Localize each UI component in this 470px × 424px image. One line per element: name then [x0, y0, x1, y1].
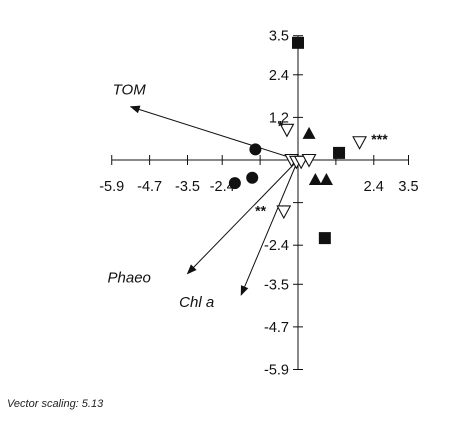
significance-annotation: ***: [371, 131, 388, 147]
open-triangle-point: [279, 123, 295, 138]
x-tick-label: -3.5: [175, 179, 200, 195]
triangle-point: [308, 173, 322, 186]
vector-label: Phaeo: [108, 270, 151, 287]
x-tick-label: -4.7: [137, 179, 162, 195]
vector-label: Chl a: [179, 294, 214, 311]
circle-point: [228, 177, 241, 190]
circle-point: [246, 171, 259, 184]
vector-arrow: [129, 105, 299, 161]
vector-arrow: [186, 159, 299, 275]
square-point: [318, 232, 331, 245]
triangle-point: [319, 173, 333, 186]
open-triangle-point: [301, 153, 317, 168]
significance-annotation: **: [255, 202, 266, 218]
y-tick-label: 3.5: [269, 29, 289, 45]
vector-label: TOM: [113, 82, 147, 99]
square-point: [333, 146, 346, 159]
vectors: [129, 105, 299, 296]
y-tick-label: 2.4: [269, 68, 289, 84]
y-tick-label: 1.2: [269, 110, 289, 126]
vector-scaling-note: Vector scaling: 5.13: [7, 398, 104, 410]
axes: -5.9 -4.7 -3.5 -2.4 2.4 3.53.52.41.2-2.4-3.5-…: [99, 29, 418, 379]
y-tick-label: -5.9: [264, 362, 289, 378]
y-tick-label: -3.5: [264, 277, 289, 293]
open-triangle-point: [276, 205, 292, 220]
x-tick-label: -5.9: [99, 179, 124, 195]
square-point: [292, 36, 304, 49]
y-tick-label: -4.7: [264, 320, 289, 336]
x-tick-label: 2.4: [364, 179, 384, 195]
open-triangle-point: [352, 136, 367, 150]
open-triangle-point: [293, 155, 309, 170]
circle-point: [249, 143, 262, 156]
x-tick-label: -2.4: [210, 179, 235, 195]
y-tick-label: -2.4: [264, 238, 289, 254]
data-points: [228, 36, 367, 245]
significance-annotation: *: [278, 117, 284, 133]
x-tick-label: 3.5: [398, 179, 418, 195]
vector-arrow: [240, 159, 299, 296]
triangle-point: [302, 126, 316, 139]
